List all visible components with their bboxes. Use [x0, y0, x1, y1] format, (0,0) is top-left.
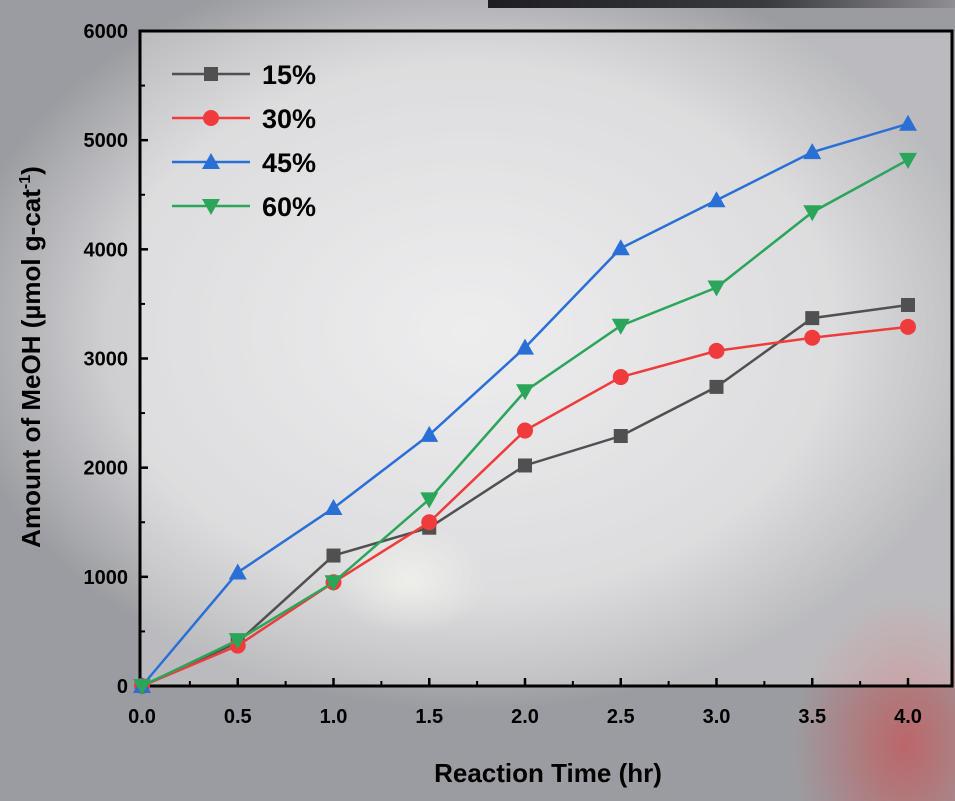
- y-tick-label: 6000: [84, 21, 129, 43]
- data-point: [517, 422, 533, 439]
- y-tick-label: 4000: [84, 239, 129, 261]
- plot-frame: [138, 29, 954, 688]
- legend-item: 45%: [172, 148, 316, 178]
- legend-marker: [202, 153, 220, 169]
- y-axis-title-main: Amount of MeOH (µmol g-cat: [16, 189, 46, 548]
- data-point: [707, 280, 726, 297]
- legend-marker: [202, 199, 220, 215]
- x-tick-label: 2.5: [607, 706, 635, 728]
- x-tick-label: 1.5: [415, 706, 443, 728]
- data-point: [709, 379, 724, 394]
- y-tick-label: 0: [117, 676, 128, 698]
- y-tick-label: 3000: [84, 349, 129, 371]
- data-point: [804, 329, 821, 346]
- x-tick-label: 1.0: [320, 706, 348, 728]
- series-60pct: [133, 152, 917, 695]
- data-point: [324, 499, 343, 516]
- y-axis: 0 1000 2000 3000 4000 5000 6000: [84, 21, 148, 698]
- plot-area: [138, 29, 954, 688]
- legend: 15% 30% 45% 60%: [172, 60, 316, 222]
- y-tick-label: 1000: [84, 567, 129, 589]
- data-point: [899, 114, 917, 131]
- data-point: [901, 298, 915, 313]
- data-point: [228, 563, 247, 580]
- y-tick-label: 5000: [84, 130, 129, 152]
- y-tick-label: 2000: [84, 458, 129, 480]
- data-point: [803, 143, 822, 160]
- data-point: [518, 458, 532, 473]
- data-point: [420, 492, 439, 509]
- x-tick-label: 2.0: [511, 706, 539, 728]
- data-point: [228, 633, 247, 650]
- x-tick-label: 4.0: [894, 706, 922, 728]
- data-point: [613, 429, 628, 444]
- data-point: [326, 548, 341, 563]
- series-45pct: [133, 114, 917, 693]
- background-dark-strip: [488, 0, 955, 8]
- y-axis-title: Amount of MeOH (µmol g-cat-1): [16, 166, 46, 548]
- data-point: [707, 191, 726, 208]
- data-point: [611, 239, 630, 256]
- y-axis-title-superscript: -1: [17, 175, 34, 189]
- data-point: [516, 384, 534, 401]
- y-axis-title-close: ): [16, 166, 46, 175]
- legend-label: 60%: [262, 192, 316, 222]
- x-tick-label: 0.0: [128, 706, 156, 728]
- data-point: [420, 425, 439, 442]
- x-tick-label: 3.5: [798, 706, 826, 728]
- legend-label: 45%: [262, 148, 316, 178]
- legend-item: 60%: [172, 192, 316, 222]
- x-axis: 0.0 0.5 1.0 1.5 2.0 2.5 3.0 3.5 4.0: [128, 678, 922, 728]
- legend-marker: [204, 67, 218, 81]
- x-axis-title: Reaction Time (hr): [434, 758, 662, 788]
- data-point: [708, 342, 725, 359]
- legend-item: 30%: [172, 104, 316, 134]
- data-point: [803, 205, 822, 222]
- legend-label: 30%: [262, 104, 316, 134]
- data-point: [805, 311, 820, 326]
- legend-item: 15%: [172, 60, 316, 90]
- data-point: [324, 575, 343, 592]
- legend-label: 15%: [262, 60, 316, 90]
- series-layer: [133, 114, 917, 695]
- data-point: [612, 369, 629, 386]
- data-point: [421, 514, 438, 531]
- data-point: [133, 679, 151, 695]
- legend-marker: [203, 110, 219, 126]
- data-point: [516, 338, 534, 355]
- data-point: [900, 318, 916, 335]
- data-point: [899, 152, 917, 169]
- x-tick-label: 0.5: [224, 706, 252, 728]
- data-point: [611, 318, 630, 335]
- x-tick-label: 3.0: [703, 706, 731, 728]
